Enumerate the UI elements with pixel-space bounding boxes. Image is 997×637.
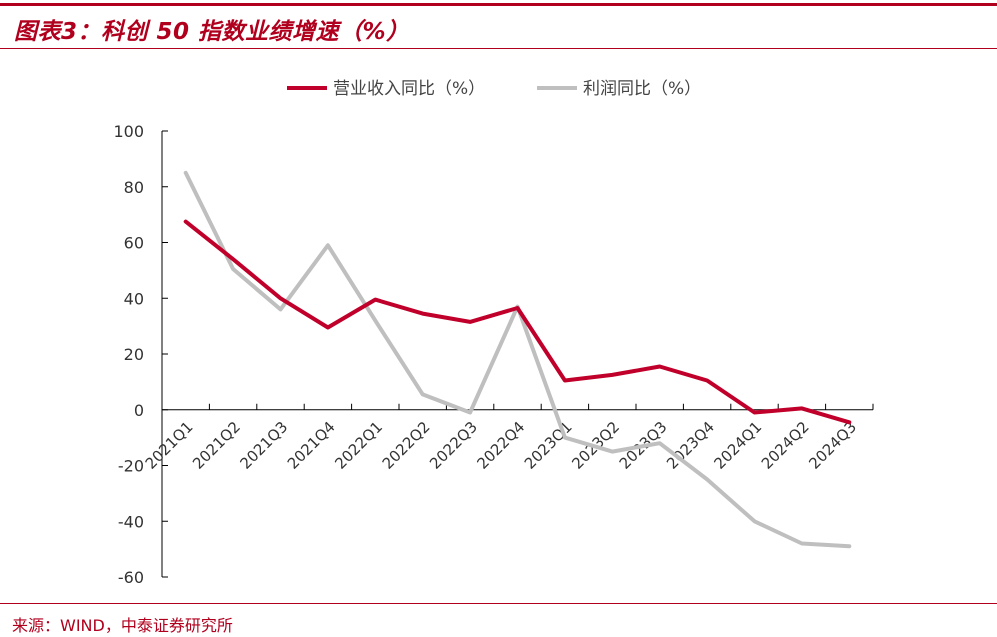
y-tick-label: 80 [124, 178, 144, 197]
x-tick-label: 2024Q1 [711, 418, 766, 473]
y-tick-label: -40 [118, 512, 144, 531]
x-tick-label: 2022Q3 [426, 418, 481, 473]
source-note: 来源：WIND，中泰证券研究所 [12, 616, 233, 635]
x-tick-label: 2021Q4 [284, 418, 339, 473]
x-tick-label: 2021Q1 [142, 418, 197, 473]
y-tick-label: 20 [124, 345, 144, 364]
top-rule [0, 3, 997, 6]
y-tick-label: 40 [124, 289, 144, 308]
series-line-revenue [183, 219, 852, 425]
bottom-rule [0, 603, 997, 604]
y-tick-label: 100 [113, 122, 144, 141]
title-rule [0, 48, 997, 49]
y-tick-label: -60 [118, 568, 144, 587]
chart-title: 图表3：科创 50 指数业绩增速（%） [14, 19, 410, 45]
y-tick-label: 0 [134, 401, 144, 420]
y-tick-label: 60 [124, 234, 144, 253]
x-tick-label: 2022Q4 [474, 418, 529, 473]
legend-label: 营业收入同比（%） [333, 79, 485, 99]
series-line-profit [183, 170, 852, 549]
y-tick-label: -20 [118, 457, 144, 476]
x-tick-label: 2024Q2 [758, 418, 813, 473]
x-tick-label: 2021Q3 [237, 418, 292, 473]
x-tick-label: 2023Q1 [521, 418, 576, 473]
x-tick-label: 2021Q2 [189, 418, 244, 473]
x-tick-label: 2022Q2 [379, 418, 434, 473]
legend-label: 利润同比（%） [583, 79, 701, 99]
x-tick-label: 2024Q3 [805, 418, 860, 473]
x-tick-label: 2022Q1 [331, 418, 386, 473]
